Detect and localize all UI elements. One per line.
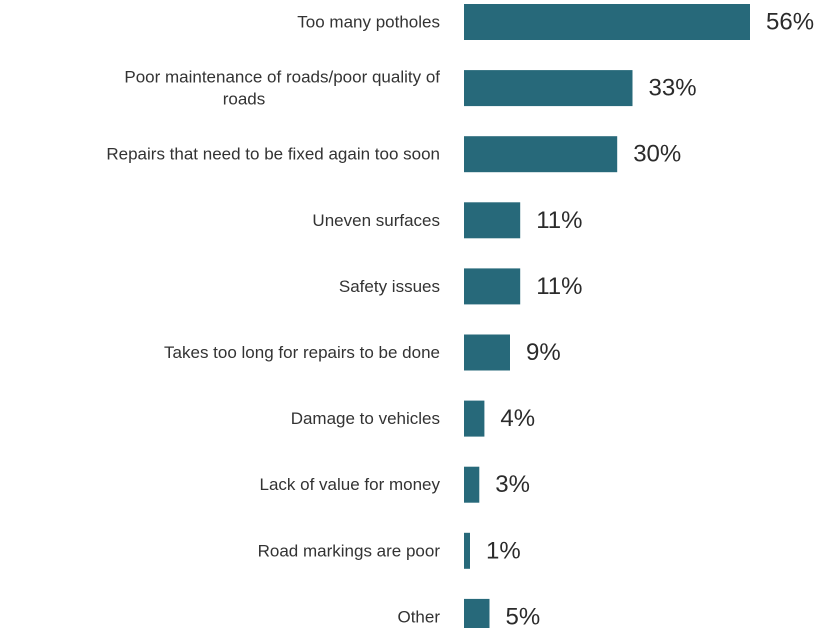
bar-3	[464, 202, 521, 239]
value-label-7: 3%	[495, 471, 530, 498]
category-label-9: Other	[397, 607, 440, 626]
category-label-4: Safety issues	[339, 277, 440, 296]
value-label-0: 56%	[766, 9, 814, 36]
category-label-6: Damage to vehicles	[291, 409, 440, 428]
category-label-9-line-0: Other	[397, 607, 440, 626]
category-label-4-line-0: Safety issues	[339, 277, 440, 296]
value-label-6: 4%	[500, 405, 535, 432]
category-label-0-line-0: Too many potholes	[297, 13, 440, 32]
bar-4	[464, 268, 521, 305]
value-label-4: 11%	[536, 273, 582, 300]
category-label-6-line-0: Damage to vehicles	[291, 409, 440, 428]
bar-9	[464, 598, 490, 628]
value-label-8: 1%	[486, 537, 521, 564]
category-label-3: Uneven surfaces	[312, 211, 440, 230]
category-label-0: Too many potholes	[297, 13, 440, 32]
category-label-5-line-0: Takes too long for repairs to be done	[164, 343, 440, 362]
bar-5	[464, 334, 510, 371]
bar-7	[464, 466, 480, 503]
category-label-2-line-0: Repairs that need to be fixed again too …	[106, 145, 440, 164]
value-label-5: 9%	[526, 339, 561, 366]
value-label-1: 33%	[649, 75, 697, 102]
value-label-3: 11%	[536, 207, 582, 234]
category-label-1-line-1: roads	[223, 90, 266, 109]
category-label-8: Road markings are poor	[258, 541, 441, 560]
category-label-8-line-0: Road markings are poor	[258, 541, 441, 560]
category-label-1-line-0: Poor maintenance of roads/poor quality o…	[124, 68, 440, 87]
value-label-9: 5%	[506, 603, 541, 628]
category-label-3-line-0: Uneven surfaces	[312, 211, 440, 230]
value-label-2: 30%	[633, 141, 681, 168]
category-label-1: Poor maintenance of roads/poor quality o…	[124, 68, 440, 109]
bar-0	[464, 4, 750, 40]
bar-2	[464, 136, 618, 173]
category-label-5: Takes too long for repairs to be done	[164, 343, 440, 362]
bar-1	[464, 70, 633, 107]
category-label-7-line-0: Lack of value for money	[260, 475, 441, 494]
category-label-2: Repairs that need to be fixed again too …	[106, 145, 440, 164]
bar-6	[464, 400, 485, 437]
bar-8	[464, 532, 470, 569]
category-label-7: Lack of value for money	[260, 475, 441, 494]
